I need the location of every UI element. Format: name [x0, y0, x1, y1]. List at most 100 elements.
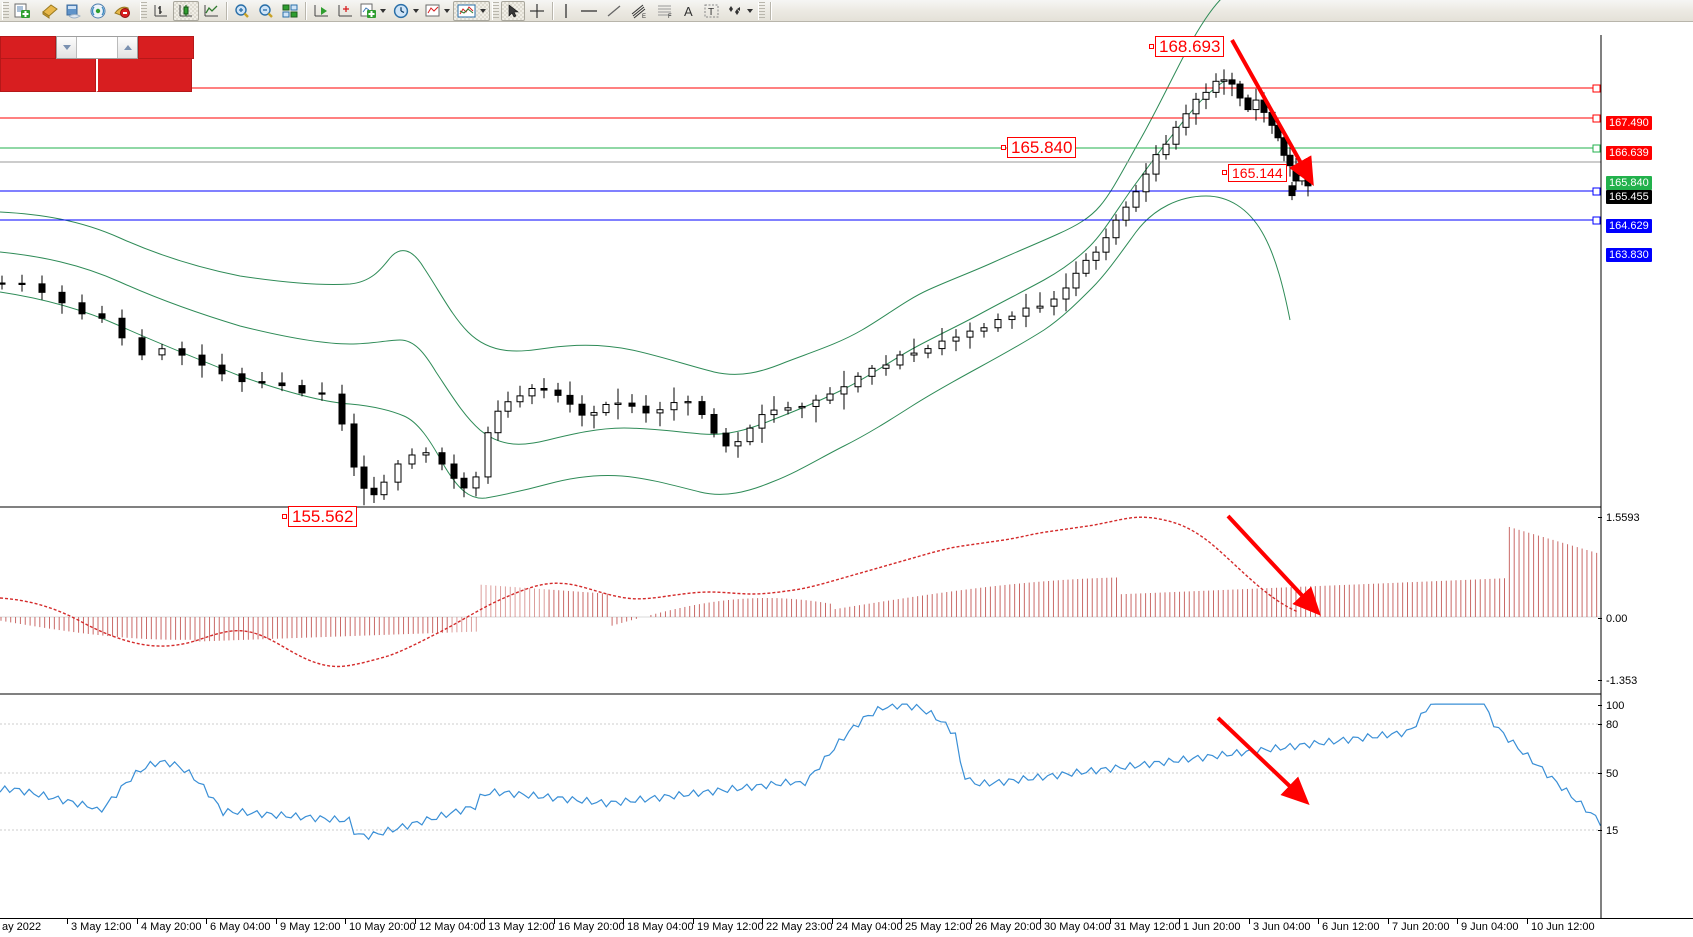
tile-windows-button[interactable] [278, 1, 302, 21]
trendline-icon [607, 5, 621, 16]
time-axis-tick [693, 919, 694, 924]
toolbar-grip[interactable] [2, 1, 9, 20]
expert-advisor-icon [42, 3, 58, 19]
volume-stepper[interactable] [56, 36, 138, 59]
cursor-button[interactable] [501, 0, 525, 21]
shapes-dropdown-arrow[interactable] [747, 8, 753, 13]
rsi-tick: 15 [1598, 825, 1618, 837]
sell-button[interactable] [0, 36, 56, 59]
crosshair-icon [530, 3, 544, 18]
toolbar-separator-2 [305, 1, 306, 20]
annotation-155562[interactable]: 155.562 [282, 506, 358, 527]
price-badge-165840: 165.840 [1606, 176, 1652, 190]
data-window-button[interactable] [62, 1, 86, 21]
autoscroll-button[interactable] [309, 1, 333, 21]
indicators-dropdown-arrow[interactable] [380, 8, 386, 13]
periods-dropdown-arrow[interactable] [413, 8, 419, 13]
expert-advisor-button[interactable] [38, 1, 62, 21]
zoom-out-icon [259, 3, 273, 18]
rsi-trend-arrow [1216, 716, 1310, 806]
time-axis-tick [345, 919, 346, 924]
chart-settings-icon [457, 4, 476, 17]
time-axis-label: 13 May 12:00 [488, 921, 555, 933]
chart-shift-icon [338, 4, 352, 16]
macd-scale[interactable]: 1.5593 0.00 -1.353 [1598, 508, 1693, 694]
chart-settings-dropdown-arrow[interactable] [480, 8, 486, 13]
tile-windows-icon [282, 4, 298, 17]
periods-button[interactable] [389, 1, 422, 21]
line-chart-icon [204, 4, 218, 16]
time-axis-tick [137, 919, 138, 924]
rsi-scale[interactable]: 100 80 50 15 [1598, 695, 1693, 918]
bar-chart-button[interactable] [149, 1, 173, 21]
toolbar-grip-2[interactable] [140, 1, 147, 20]
line-chart-button[interactable] [199, 1, 223, 21]
time-axis-tick [832, 919, 833, 924]
one-click-trading-panel[interactable] [0, 36, 194, 92]
time-axis-label: 12 May 04:00 [419, 921, 486, 933]
chart-shift-button[interactable] [333, 1, 357, 21]
fibonacci-button[interactable]: F [652, 1, 678, 21]
bollinger-bands [0, 0, 1291, 499]
toolbar-grip-4[interactable] [758, 1, 765, 20]
annotation-168693[interactable]: 168.693 [1149, 36, 1225, 57]
toolbar-separator-3 [552, 1, 553, 20]
time-axis-tick [1388, 919, 1389, 924]
fibonacci-icon: F [658, 5, 672, 19]
price-level-lines [0, 84, 1601, 225]
new-order-button[interactable] [11, 1, 38, 21]
zoom-in-icon [235, 3, 249, 18]
time-axis-label: 1 Jun 20:00 [1183, 921, 1241, 933]
price-badge-165455: 165.455 [1606, 190, 1652, 204]
chart-settings-button[interactable] [453, 0, 490, 21]
buy-button[interactable] [138, 36, 194, 59]
price-badge-163830: 163.830 [1606, 248, 1652, 262]
text-label-icon: T [704, 4, 719, 18]
time-axis-label: 31 May 12:00 [1114, 921, 1181, 933]
main-toolbar: E F A T [0, 0, 1693, 22]
volume-decrease-button[interactable] [57, 37, 77, 58]
sell-price-display[interactable] [0, 59, 96, 92]
macd-signal-line [0, 516, 1299, 668]
cursor-icon [508, 3, 519, 17]
svg-text:F: F [668, 14, 672, 19]
vertical-line-button[interactable] [556, 1, 576, 21]
time-axis-label: 3 May 12:00 [71, 921, 132, 933]
indicators-button[interactable] [357, 1, 389, 21]
time-axis-label: 4 May 20:00 [141, 921, 202, 933]
annotation-165840[interactable]: 165.840 [1001, 137, 1077, 158]
chevron-up-icon [123, 45, 132, 50]
volume-input[interactable] [77, 37, 117, 58]
buy-price-display[interactable] [96, 59, 192, 92]
time-axis-tick [415, 919, 416, 924]
time-axis-tick [623, 919, 624, 924]
equidistant-channel-icon: E [631, 4, 646, 19]
candlestick-chart-button[interactable] [173, 0, 199, 21]
annotation-165144[interactable]: 165.144 [1222, 164, 1287, 182]
text-button[interactable]: A [678, 1, 700, 21]
zoom-in-button[interactable] [230, 1, 254, 21]
periods-icon [393, 3, 409, 18]
time-axis[interactable]: ay 2022 3 May 12:00 4 May 20:00 6 May 04:00… [0, 918, 1693, 937]
templates-dropdown-arrow[interactable] [444, 8, 450, 13]
volume-increase-button[interactable] [117, 37, 137, 58]
candlestick-series [0, 69, 1312, 506]
time-axis-label: 18 May 04:00 [627, 921, 694, 933]
shapes-button[interactable] [723, 1, 756, 21]
equidistant-channel-button[interactable]: E [626, 1, 652, 21]
auto-trading-icon [114, 6, 130, 18]
text-label-button[interactable]: T [700, 1, 723, 21]
templates-button[interactable] [422, 1, 453, 21]
time-axis-tick [206, 919, 207, 924]
zoom-out-button[interactable] [254, 1, 278, 21]
crosshair-button[interactable] [525, 1, 549, 21]
horizontal-line-button[interactable] [576, 1, 602, 21]
text-icon: A [684, 4, 693, 19]
time-axis-label: 7 Jun 20:00 [1392, 921, 1450, 933]
signals-button[interactable] [86, 1, 110, 21]
toolbar-grip-3[interactable] [492, 1, 499, 20]
macd-tick: 0.00 [1598, 613, 1627, 625]
price-scale[interactable] [1602, 35, 1693, 507]
trendline-button[interactable] [602, 1, 626, 21]
auto-trading-button[interactable] [110, 1, 138, 21]
